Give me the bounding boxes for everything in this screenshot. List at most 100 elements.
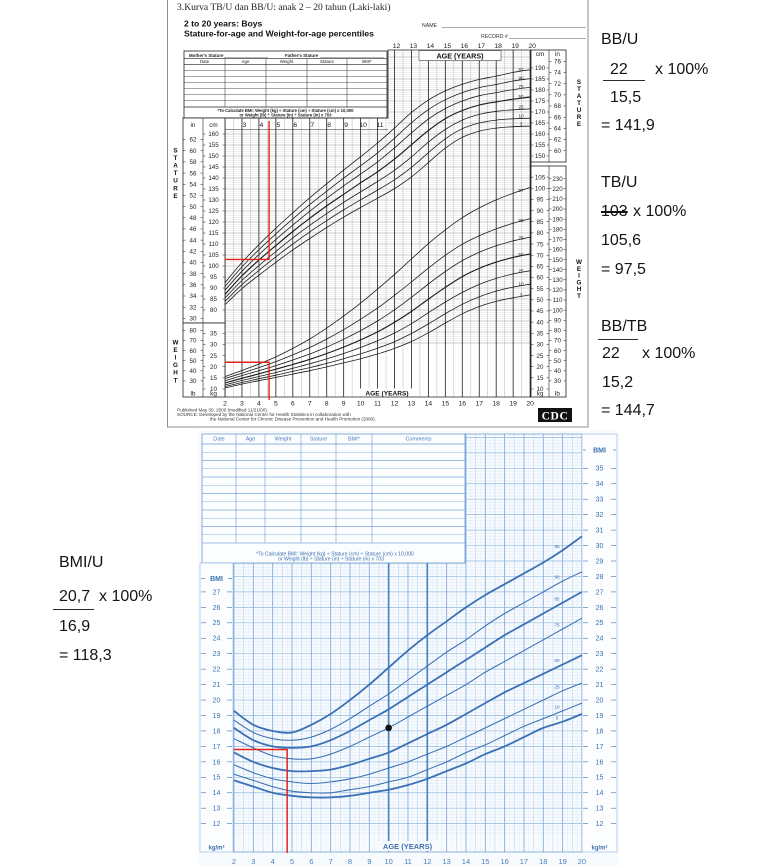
stature-reading-line bbox=[225, 121, 270, 261]
age-tick-label-bottom: 8 bbox=[325, 401, 329, 408]
bmi-age-tick-label: 12 bbox=[423, 857, 431, 866]
bmi-percentile-curve-90 bbox=[233, 571, 583, 741]
bmi-tick-label-left: 25 bbox=[213, 620, 221, 627]
bmi-tick-label-right: 25 bbox=[596, 620, 604, 627]
bmi-tick-label-left: 19 bbox=[213, 713, 221, 720]
left-stature-scale bbox=[182, 117, 226, 324]
bb-u-multiplier: x 100% bbox=[655, 61, 709, 78]
bmi-tick-label-right: 30 bbox=[596, 543, 604, 550]
stature-axis-title-left: T bbox=[174, 170, 178, 177]
bmi-tick-label-right: 33 bbox=[596, 497, 604, 504]
unit-lb-label: lb bbox=[191, 391, 196, 398]
stature-cm-tick-label: 170 bbox=[535, 109, 546, 116]
column-header-stature: Stature bbox=[320, 59, 335, 64]
weight-lb-tick-label: 210 bbox=[552, 196, 563, 203]
bmi-tick-label-right: 20 bbox=[596, 697, 604, 704]
age-tick-label-bottom: 20 bbox=[526, 401, 534, 408]
stature-in-tick-label: 50 bbox=[190, 204, 197, 211]
weight-lb-tick-label: 150 bbox=[552, 257, 563, 264]
age-tick-label-header: 6 bbox=[293, 122, 297, 129]
weight-lb-tick-label: 130 bbox=[552, 277, 563, 284]
stature-in-tick-label: 38 bbox=[190, 271, 197, 278]
weight-axis-title-right: I bbox=[578, 273, 580, 280]
bmi-axis-title-left: BMI bbox=[210, 576, 223, 583]
bmi-unit-label-left: kg/m² bbox=[208, 845, 224, 852]
age-tick-label-bottom: 10 bbox=[357, 401, 365, 408]
bmi-percentile-label: 50 bbox=[554, 658, 560, 663]
age-tick-label-header: 11 bbox=[377, 122, 384, 129]
stature-in-tick-label: 68 bbox=[554, 103, 561, 110]
stature-axis-title-right: S bbox=[577, 79, 581, 86]
table-rows bbox=[184, 58, 387, 108]
stature-in-tick-label: 46 bbox=[190, 226, 197, 233]
bmi-column-header-date: Date bbox=[213, 437, 224, 443]
weight-percentile-curve-50 bbox=[224, 253, 531, 384]
bmi-age-axis-title-box bbox=[377, 841, 438, 851]
bmi-unit-label-right: kg/m² bbox=[591, 845, 607, 852]
bb-u-label: BB/U bbox=[601, 31, 639, 48]
stature-axis-title-left: R bbox=[173, 185, 178, 192]
age-tick-label-header: 10 bbox=[359, 122, 367, 129]
stature-cm-tick-label: 145 bbox=[208, 164, 219, 171]
age-tick-label-bottom: 17 bbox=[475, 401, 483, 408]
stature-cm-tick-label: 185 bbox=[535, 76, 546, 83]
age-tick-label-bottom: 12 bbox=[391, 401, 399, 408]
weight-lb-tick-label: 70 bbox=[554, 338, 561, 345]
bmi-tick-label-right: 12 bbox=[596, 821, 604, 828]
bb-tb-fraction-line bbox=[598, 339, 638, 341]
right-stature-scale bbox=[530, 49, 567, 163]
weight-lb-tick-label: 60 bbox=[190, 348, 197, 355]
bb-tb-denominator: 15,2 bbox=[602, 374, 634, 391]
stature-in-tick-label: 60 bbox=[554, 148, 561, 155]
bmi-left-axis-column bbox=[199, 562, 234, 853]
bmi-tick-label-left: 15 bbox=[213, 775, 221, 782]
age-tick-label-header: 7 bbox=[310, 122, 314, 129]
bmi-age-tick-label: 2 bbox=[232, 857, 236, 866]
unit-kg-label: kg bbox=[537, 391, 544, 398]
stature-percentile-label: 90 bbox=[518, 76, 524, 81]
weight-kg-tick-label: 95 bbox=[537, 197, 544, 204]
bmi-tick-label-right: 34 bbox=[596, 481, 604, 488]
stature-percentile-label: 3 bbox=[520, 121, 523, 126]
weight-lb-tick-label: 80 bbox=[190, 328, 197, 335]
age-tick-label-top: 20 bbox=[528, 43, 536, 50]
bmi-tick-label-right: 13 bbox=[596, 806, 604, 813]
weight-kg-tick-label: 70 bbox=[537, 252, 544, 259]
age-axis-title-bottom: AGE (YEARS) bbox=[365, 391, 408, 398]
bmi-u-multiplier: x 100% bbox=[99, 588, 153, 605]
age-tick-label-bottom: 7 bbox=[308, 401, 312, 408]
weight-lb-tick-label: 140 bbox=[552, 267, 563, 274]
chart-title-line1: 2 to 20 years: Boys bbox=[184, 19, 263, 29]
bmi-age-tick-label: 8 bbox=[348, 857, 352, 866]
stature-in-tick-label: 64 bbox=[554, 126, 561, 133]
stature-percentile-label: 25 bbox=[518, 104, 524, 109]
tb-u-denominator: 105,6 bbox=[601, 232, 642, 249]
stature-axis-title-right: T bbox=[577, 100, 581, 107]
bmi-percentile-curve-5 bbox=[233, 713, 583, 799]
weight-lb-tick-label: 40 bbox=[554, 368, 561, 375]
weight-axis-title-left: E bbox=[173, 347, 177, 354]
stature-cm-tick-label: 165 bbox=[535, 120, 546, 127]
stature-in-tick-label: 34 bbox=[190, 293, 197, 300]
stature-in-tick-label: 72 bbox=[554, 81, 561, 88]
bb-u-denominator: 15,5 bbox=[610, 89, 642, 106]
source-note-line1: SOURCE: Developed by the National Center… bbox=[177, 412, 351, 417]
stature-cm-tick-label: 160 bbox=[208, 131, 219, 138]
bmi-tick-label-right: 29 bbox=[596, 558, 604, 565]
bmi-age-tick-label: 13 bbox=[442, 857, 450, 866]
unit-lb-label: lb bbox=[555, 391, 560, 398]
stature-percentile-label: 97 bbox=[518, 67, 524, 72]
bmi-tick-label-right: 35 bbox=[596, 466, 604, 473]
stature-cm-tick-label: 150 bbox=[208, 153, 219, 160]
weight-kg-tick-label: 35 bbox=[210, 330, 217, 337]
bmi-tick-label-left: 27 bbox=[213, 589, 221, 596]
stature-cm-tick-label: 150 bbox=[535, 153, 546, 160]
stature-in-tick-label: 74 bbox=[554, 70, 561, 77]
bmi-percentile-curve-50 bbox=[233, 654, 583, 773]
bmi-tick-label-right: 28 bbox=[596, 574, 604, 581]
stature-cm-tick-label: 135 bbox=[208, 186, 219, 193]
stature-in-tick-label: 60 bbox=[190, 148, 197, 155]
weight-kg-tick-label: 15 bbox=[537, 375, 544, 382]
stature-percentile-curve-90 bbox=[224, 78, 531, 287]
